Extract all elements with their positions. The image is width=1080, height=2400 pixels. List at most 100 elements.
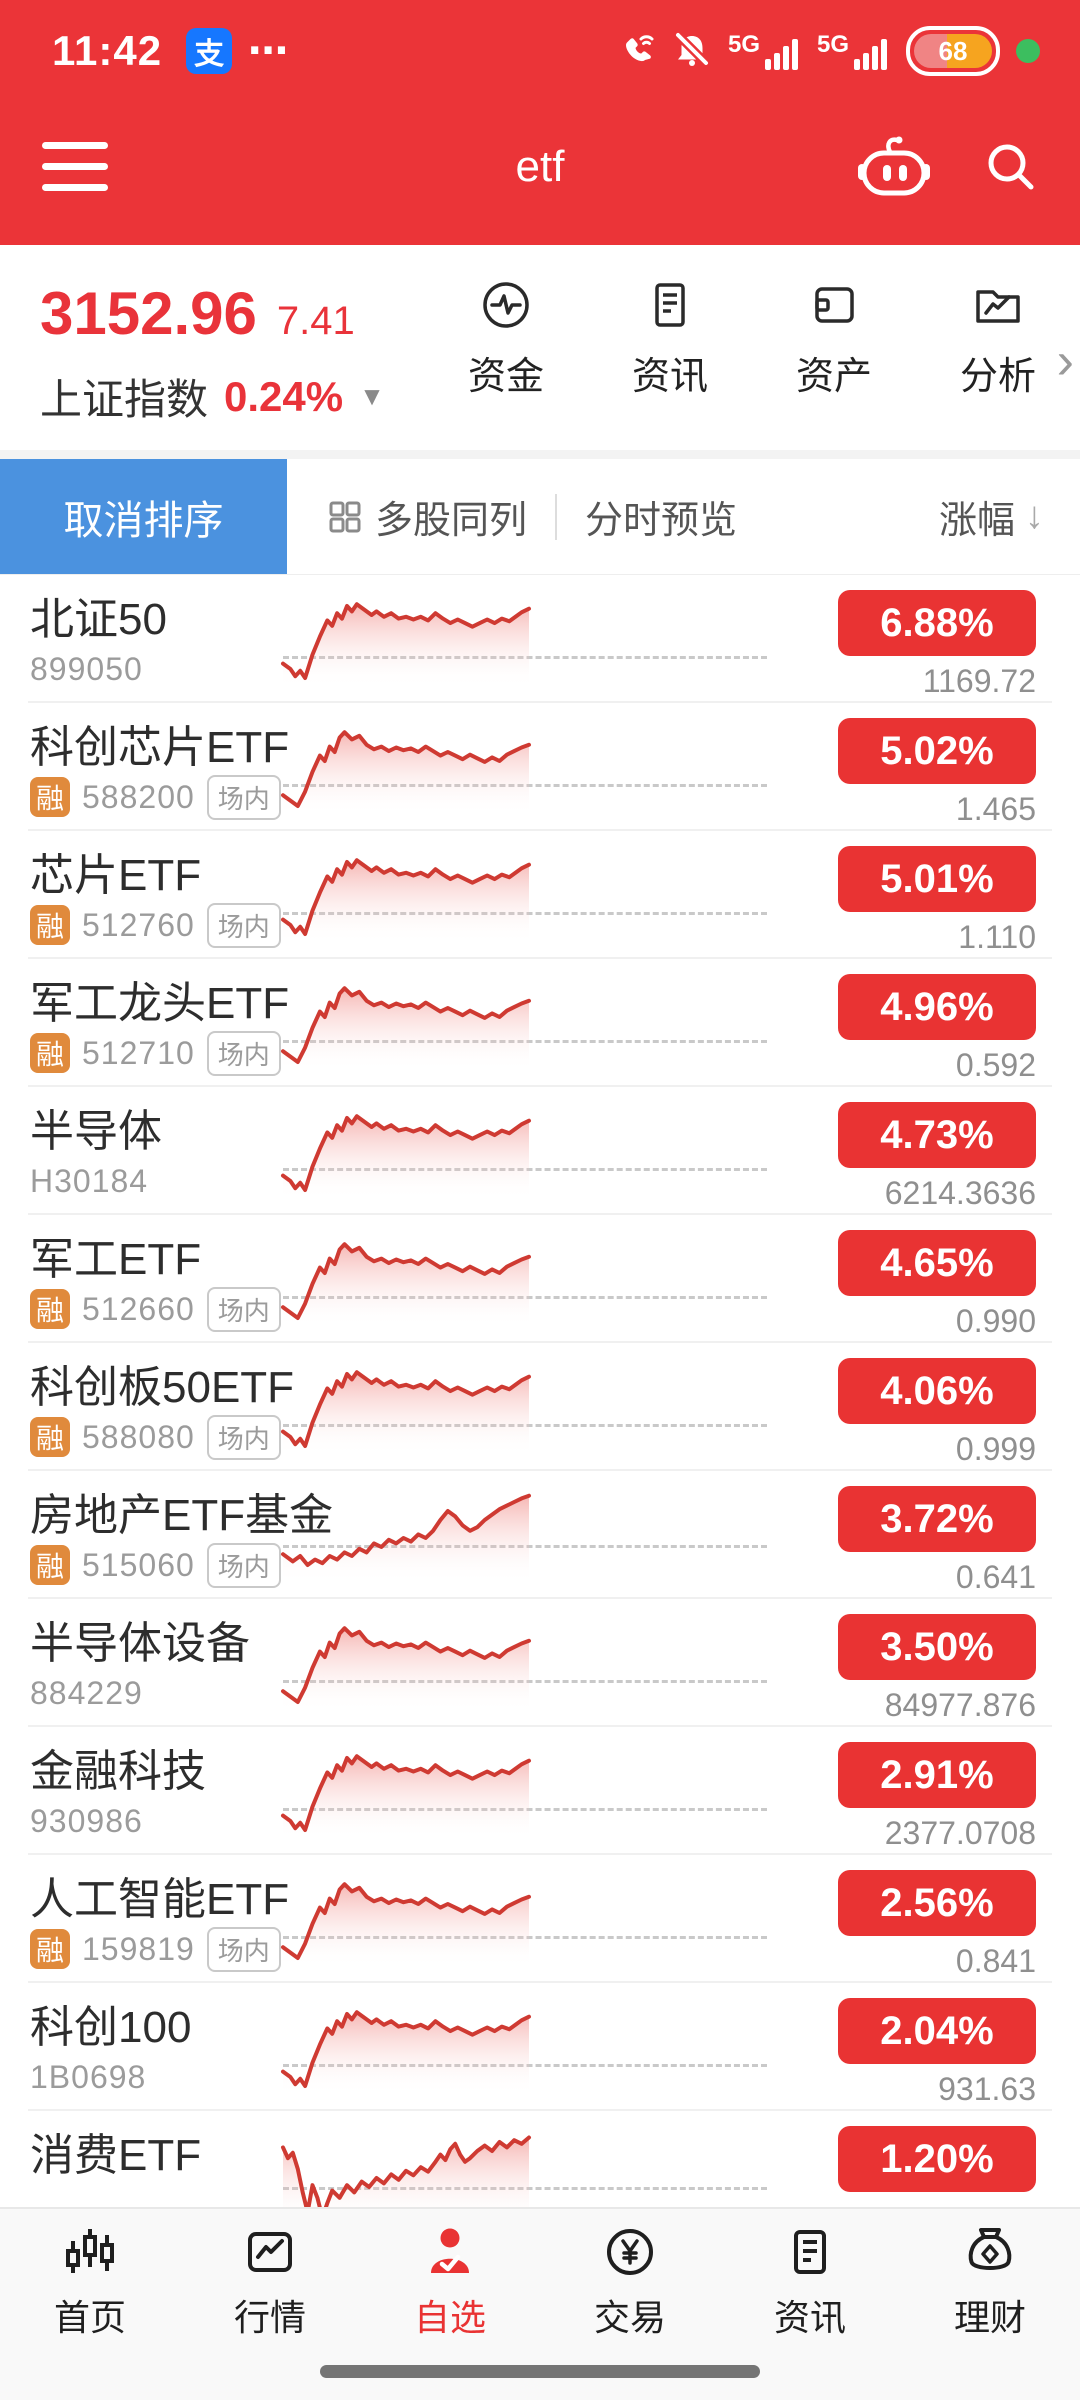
pct-badge[interactable]: 4.06% xyxy=(838,1358,1036,1424)
watchlist-row[interactable]: 军工ETF 融 512660 场内 4.65% 0.990 xyxy=(0,1215,1080,1343)
multi-stock-label: 多股同列 xyxy=(375,500,528,542)
sparkline-chart xyxy=(281,858,531,943)
news-doc-icon xyxy=(794,2230,826,2274)
robot-assistant-icon[interactable] xyxy=(856,136,932,198)
watchlist: 北证50 899050 6.88% 1169.72 科创芯片ETF 融 5882… xyxy=(0,575,1080,2207)
pct-badge[interactable]: 2.04% xyxy=(838,1998,1036,2064)
stock-code-line: H30184 xyxy=(30,1159,148,1203)
stock-name: 北证50 xyxy=(30,595,167,644)
stock-code-line: 融 515060 场内 xyxy=(30,1542,281,1588)
stock-code: 930986 xyxy=(30,1802,143,1839)
app-header: etf xyxy=(0,88,1080,245)
index-value: 3152.96 xyxy=(40,280,257,347)
home-indicator xyxy=(320,2365,760,2378)
market-badge: 场内 xyxy=(206,1030,281,1076)
nav-home[interactable]: 首页 xyxy=(0,2209,180,2400)
market-badge: 场内 xyxy=(206,1286,281,1332)
stock-code: 588200 xyxy=(82,778,195,815)
index-summary[interactable]: 3152.96 7.41 上证指数 0.24% ▼ 资金 xyxy=(0,245,1080,450)
watchlist-row[interactable]: 科创100 1B0698 2.04% 931.63 xyxy=(0,1983,1080,2111)
index-actions: 资金 资讯 资产 xyxy=(468,277,1036,400)
watchlist-row[interactable]: 芯片ETF 融 512760 场内 5.01% 1.110 xyxy=(0,831,1080,959)
stock-code-line: 899050 xyxy=(30,647,143,691)
action-news[interactable]: 资讯 xyxy=(632,277,708,400)
watchlist-row[interactable]: 消费ETF 1.20% xyxy=(0,2111,1080,2207)
stock-name: 金融科技 xyxy=(30,1747,206,1796)
spark-line xyxy=(281,2010,531,2088)
stock-code-line: 融 588080 场内 xyxy=(30,1414,281,1460)
chevron-down-icon[interactable]: ▼ xyxy=(359,381,385,411)
stock-code: 588080 xyxy=(82,1418,195,1455)
cancel-sort-button[interactable]: 取消排序 xyxy=(0,459,287,574)
pct-badge[interactable]: 4.73% xyxy=(838,1102,1036,1168)
pct-badge[interactable]: 5.01% xyxy=(838,846,1036,912)
margin-badge: 融 xyxy=(30,1033,70,1073)
news-icon xyxy=(655,283,685,327)
nav-watchlist-selected[interactable]: 自选 xyxy=(360,2209,540,2400)
pct-badge[interactable]: 3.50% xyxy=(838,1614,1036,1680)
menu-icon[interactable] xyxy=(42,142,108,191)
nav-news[interactable]: 资讯 xyxy=(720,2209,900,2400)
watchlist-row[interactable]: 金融科技 930986 2.91% 2377.0708 xyxy=(0,1727,1080,1855)
pct-badge[interactable]: 5.02% xyxy=(838,718,1036,784)
pct-badge[interactable]: 1.20% xyxy=(838,2126,1036,2192)
spark-fill xyxy=(283,988,529,1071)
row-value: 1169.72 xyxy=(922,663,1036,699)
top-red-area: 11:42 支 ⋯ 5G xyxy=(0,0,1080,245)
market-badge: 场内 xyxy=(206,774,281,820)
watchlist-row[interactable]: 北证50 899050 6.88% 1169.72 xyxy=(0,575,1080,703)
clock: 11:42 xyxy=(52,27,163,74)
watchlist-row[interactable]: 科创板50ETF 融 588080 场内 4.06% 0.999 xyxy=(0,1343,1080,1471)
search-icon[interactable] xyxy=(984,140,1038,194)
stock-name: 科创芯片ETF xyxy=(30,723,290,772)
watchlist-row[interactable]: 科创芯片ETF 融 588200 场内 5.02% 1.465 xyxy=(0,703,1080,831)
sparkline-chart xyxy=(281,1754,531,1839)
stock-code-line: 884229 xyxy=(30,1671,143,1715)
spark-line xyxy=(281,1493,531,1567)
nav-trade[interactable]: 交易 xyxy=(540,2209,720,2400)
nav-label: 行情 xyxy=(233,2297,306,2338)
spark-fill xyxy=(283,1244,529,1327)
watchlist-row[interactable]: 半导体设备 884229 3.50% 84977.876 xyxy=(0,1599,1080,1727)
pct-badge[interactable]: 2.56% xyxy=(838,1870,1036,1936)
intraday-preview-button[interactable]: 分时预览 xyxy=(585,500,738,542)
trade-yen-icon xyxy=(607,2229,653,2275)
action-assets[interactable]: 资产 xyxy=(796,277,872,400)
watchlist-person-icon xyxy=(431,2228,469,2273)
alipay-icon: 支 xyxy=(186,28,233,74)
spark-line xyxy=(281,1754,531,1832)
action-funds[interactable]: 资金 xyxy=(468,277,544,400)
multi-stock-button[interactable]: 多股同列 xyxy=(329,489,527,544)
sparkline-chart xyxy=(281,1882,531,1967)
bell-muted-icon xyxy=(673,31,711,68)
action-analysis[interactable]: 分析 xyxy=(960,277,1036,400)
row-value: 1.110 xyxy=(958,919,1036,955)
sort-by-change-control[interactable]: 涨幅 ↓ xyxy=(939,489,1044,544)
spark-fill xyxy=(283,1628,529,1711)
funds-icon xyxy=(483,282,529,328)
stock-code-line: 融 512660 场内 xyxy=(30,1286,281,1332)
signal-5g-2: 5G xyxy=(817,31,890,71)
stock-code-line: 融 588200 场内 xyxy=(30,774,281,820)
chevron-right-icon[interactable]: › xyxy=(1056,332,1074,390)
kline-icon xyxy=(66,2229,114,2273)
pct-badge[interactable]: 2.91% xyxy=(838,1742,1036,1808)
section-divider xyxy=(0,450,1080,459)
pct-badge[interactable]: 4.65% xyxy=(838,1230,1036,1296)
watchlist-row[interactable]: 半导体 H30184 4.73% 6214.3636 xyxy=(0,1087,1080,1215)
index-quote[interactable]: 3152.96 7.41 上证指数 0.24% ▼ xyxy=(40,279,385,427)
pct-badge[interactable]: 4.96% xyxy=(838,974,1036,1040)
nav-label: 自选 xyxy=(413,2297,486,2338)
pct-badge[interactable]: 6.88% xyxy=(838,590,1036,656)
watchlist-row[interactable]: 人工智能ETF 融 159819 场内 2.56% 0.841 xyxy=(0,1855,1080,1983)
nav-market[interactable]: 行情 xyxy=(180,2209,360,2400)
grid-icon xyxy=(329,501,361,532)
status-icons: 5G 5G xyxy=(616,26,1040,76)
watchlist-row[interactable]: 房地产ETF基金 融 515060 场内 3.72% 0.641 xyxy=(0,1471,1080,1599)
battery-percent: 68 xyxy=(914,34,992,68)
pct-badge[interactable]: 3.72% xyxy=(838,1486,1036,1552)
watchlist-row[interactable]: 军工龙头ETF 融 512710 场内 4.96% 0.592 xyxy=(0,959,1080,1087)
stock-code: 512760 xyxy=(82,906,195,943)
stock-name: 科创板50ETF xyxy=(30,1363,295,1412)
nav-wealth[interactable]: 理财 xyxy=(900,2209,1080,2400)
